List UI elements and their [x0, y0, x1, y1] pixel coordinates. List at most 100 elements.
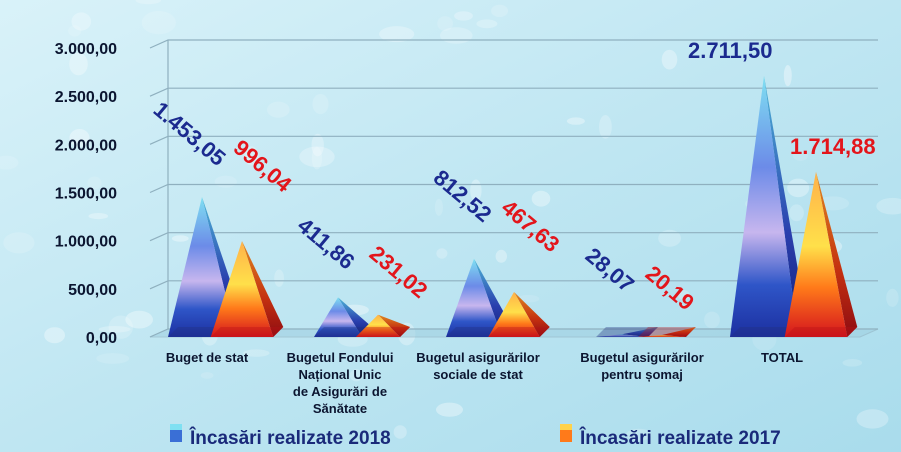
background-droplet [267, 101, 290, 118]
bars [168, 75, 858, 337]
y-tick-label: 500,00 [68, 282, 117, 299]
background-droplet [379, 26, 415, 43]
legend-swatch-2018 [170, 424, 182, 442]
x-category-label: Bugetul Fondului Național Unic de Asigurăr… [287, 350, 394, 416]
bar-front-face [488, 291, 540, 337]
background-droplet [311, 133, 324, 157]
bar-base [638, 327, 696, 337]
background-droplet [783, 65, 792, 87]
background-droplet [476, 19, 498, 29]
legend-label-2017: Încasări realizate 2017 [579, 427, 781, 449]
x-category-label: TOTAL [761, 350, 803, 365]
bar-2018 [314, 297, 372, 337]
x-axis-categories: Buget de stat Bugetul Fondului Național Un… [166, 350, 803, 416]
bar-side-face [622, 327, 658, 337]
bar-front-face [730, 75, 798, 337]
background-droplet [531, 190, 551, 207]
bar-base [488, 327, 550, 337]
background-droplet [566, 117, 585, 125]
bar-side-face [764, 75, 808, 337]
background-droplet [71, 12, 92, 31]
bar-front-face [314, 297, 362, 337]
bar-side-face [514, 291, 550, 337]
background-droplet [141, 10, 176, 35]
background-droplet [454, 11, 473, 21]
y-tick-label: 2.000,00 [55, 137, 117, 154]
background-droplet [658, 229, 681, 247]
bar-2017 [784, 171, 858, 337]
background-droplet [436, 248, 448, 259]
background-droplet [434, 198, 443, 216]
bar-2017 [210, 241, 284, 337]
background-droplet [850, 139, 871, 155]
background-droplet [69, 52, 88, 76]
bar-side-face [816, 171, 858, 337]
background-droplet [876, 197, 901, 215]
background-droplet [704, 311, 720, 329]
background-droplet [135, 0, 161, 5]
background-droplet [68, 25, 82, 37]
y-tick-label: 1.000,00 [55, 234, 117, 251]
bar-2017 [638, 327, 696, 337]
bar-side-face [338, 297, 372, 337]
bar-front-face [596, 334, 648, 337]
background-droplet [787, 178, 810, 198]
background-droplet [312, 94, 329, 115]
bar-base [784, 327, 858, 337]
background-droplet [299, 146, 335, 168]
background-droplets [0, 0, 901, 441]
background-droplet [44, 327, 65, 344]
bar-front-face [168, 197, 236, 337]
background-droplet [244, 146, 259, 166]
bar-2017 [355, 314, 411, 337]
background-droplet [87, 176, 102, 190]
y-tick-label: 2.500,00 [55, 89, 117, 106]
background-droplet [125, 310, 153, 329]
background-droplet [437, 16, 453, 31]
background-droplet [0, 155, 19, 170]
y-axis-ticks: 0,00 500,00 1.000,00 1.500,00 2.000,00 2.500,… [55, 41, 117, 347]
legend: Încasări realizate 2018 Încasări realiza… [170, 424, 781, 449]
background-droplet [599, 115, 612, 139]
background-droplet [495, 249, 507, 263]
data-label-2017: 1.714,88 [790, 134, 876, 159]
bar-base [210, 327, 284, 337]
y-tick-label: 0,00 [86, 330, 117, 347]
bar-base [314, 327, 372, 337]
y-tick-label: 3.000,00 [55, 41, 117, 58]
bar-2017 [488, 291, 550, 337]
bar-front-face [784, 171, 848, 337]
bar-base [355, 327, 411, 337]
background-droplet [274, 269, 284, 287]
background-droplet [517, 294, 540, 303]
background-droplet [856, 409, 889, 429]
legend-label-2018: Încasări realizate 2018 [189, 427, 391, 449]
background-droplet [677, 290, 690, 301]
background-droplet [886, 288, 899, 307]
bar-side-face [378, 314, 411, 337]
background-droplet [792, 150, 808, 161]
background-droplet [88, 213, 109, 220]
background-droplet [393, 425, 407, 439]
background-droplet [108, 315, 133, 339]
bar-side-face [242, 241, 284, 337]
background-droplet [3, 232, 35, 254]
background-droplet [842, 359, 863, 367]
background-droplet [200, 372, 214, 379]
bar-2018 [596, 327, 658, 337]
background-droplet [789, 204, 804, 222]
background-droplet [243, 349, 270, 357]
background-droplet [626, 428, 652, 441]
background-droplet [491, 4, 509, 18]
background-droplet [69, 129, 90, 147]
bar-front-face [638, 335, 686, 337]
background-droplet [436, 402, 463, 417]
background-droplet [98, 326, 131, 333]
x-category-label: Bugetul asigurărilor sociale de stat [416, 350, 540, 382]
bar-front-face [446, 258, 502, 337]
bar-front-face [355, 314, 401, 337]
legend-swatch-2017 [560, 424, 572, 442]
data-label-2018: 2.711,50 [688, 38, 772, 63]
